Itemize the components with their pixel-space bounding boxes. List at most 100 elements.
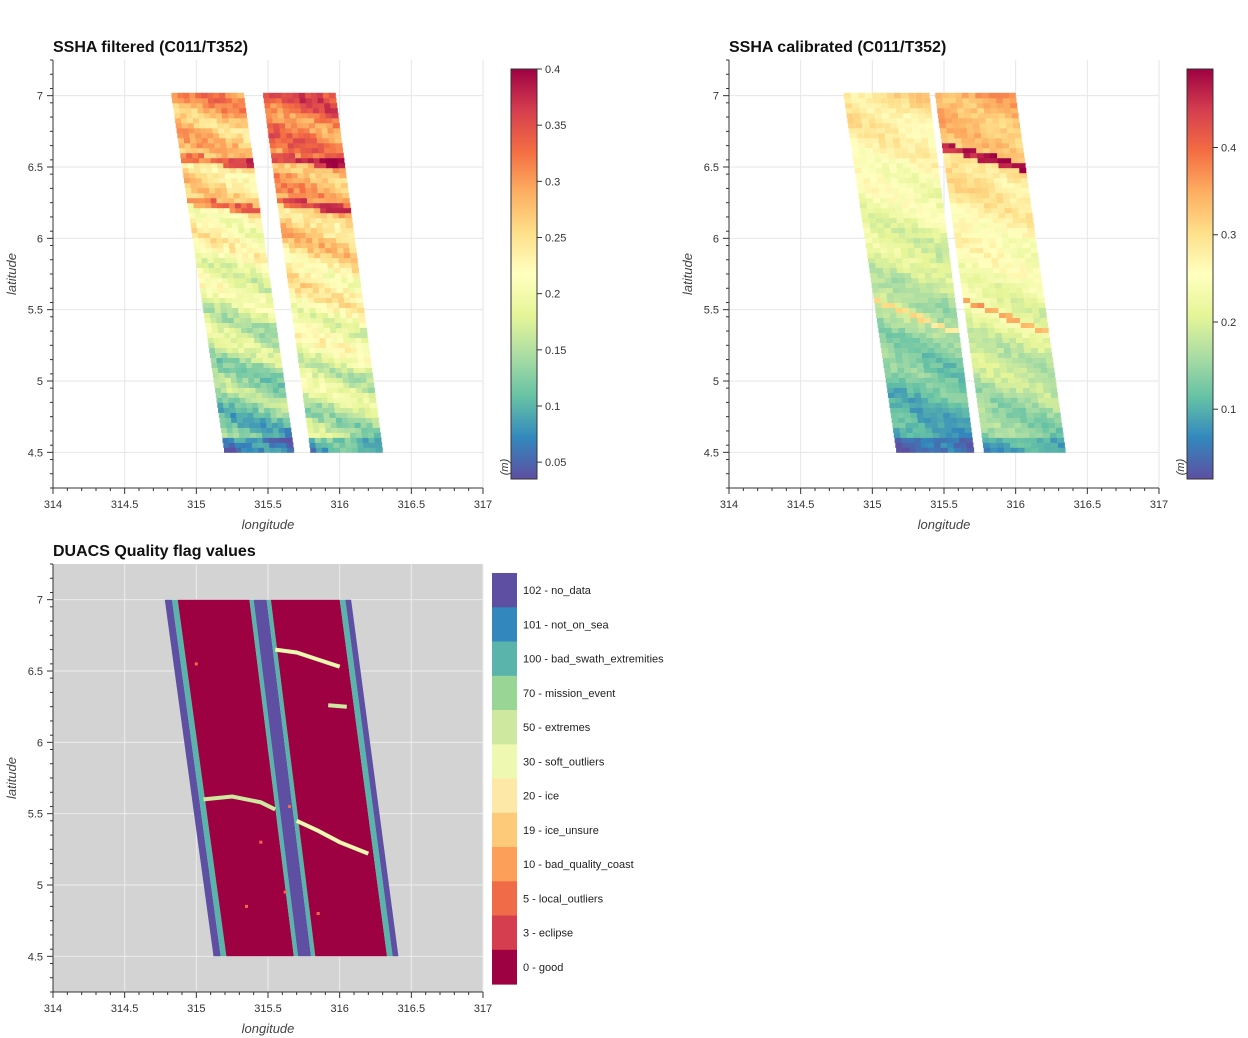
heatmap-cell xyxy=(1052,402,1060,408)
heatmap-cell xyxy=(903,107,910,114)
heatmap-cell xyxy=(954,137,962,144)
heatmap-cell xyxy=(944,322,952,328)
heatmap-cell xyxy=(860,112,868,119)
heatmap-cell xyxy=(321,442,329,448)
heatmap-cell xyxy=(968,142,976,149)
heatmap-cell xyxy=(949,147,957,154)
y-tick-label: 4.5 xyxy=(704,447,719,459)
heatmap-cell xyxy=(912,282,920,289)
heatmap-cell xyxy=(318,147,326,154)
heatmap-cell xyxy=(206,252,214,259)
heatmap-cell xyxy=(217,327,225,333)
heatmap-cell xyxy=(322,312,330,318)
heatmap-cell xyxy=(316,407,324,413)
heatmap-cell xyxy=(364,407,372,413)
heatmap-cell xyxy=(365,417,373,423)
heatmap-cell xyxy=(898,422,906,428)
heatmap-cell xyxy=(215,347,222,353)
heatmap-cell xyxy=(307,157,315,164)
heatmap-cell xyxy=(348,372,355,378)
heatmap-cell xyxy=(880,292,887,298)
heatmap-cell xyxy=(267,127,275,134)
heatmap-cell xyxy=(291,307,299,313)
heatmap-cell xyxy=(197,147,205,154)
heatmap-cell xyxy=(234,322,242,328)
heatmap-cell xyxy=(963,422,971,428)
heatmap-cell xyxy=(265,337,273,343)
heatmap-cell xyxy=(869,222,877,229)
heatmap-cell xyxy=(901,392,909,398)
heatmap-cell xyxy=(198,117,206,124)
heatmap-cell xyxy=(986,367,994,373)
heatmap-cell xyxy=(343,337,351,343)
heatmap-cell xyxy=(990,447,998,453)
heatmap-cell xyxy=(998,112,1006,119)
heatmap-cell xyxy=(207,257,215,264)
heatmap-cell xyxy=(188,207,196,214)
heatmap-cell xyxy=(965,217,973,224)
heatmap-cell xyxy=(970,152,978,159)
heatmap-cell xyxy=(861,167,869,174)
heatmap-cell xyxy=(190,137,197,144)
heatmap-cell xyxy=(263,442,271,448)
flag-outlier xyxy=(245,904,248,908)
heatmap-cell xyxy=(234,157,242,164)
heatmap-cell xyxy=(331,337,339,343)
heatmap-cell xyxy=(948,142,956,149)
heatmap-cell xyxy=(983,147,990,154)
heatmap-cell xyxy=(218,132,226,139)
heatmap-cell xyxy=(269,447,277,453)
heatmap-cell xyxy=(904,367,912,373)
heatmap-cell xyxy=(337,292,345,298)
heatmap-cell xyxy=(240,322,248,328)
heatmap-cell xyxy=(182,127,190,134)
heatmap-cell xyxy=(937,317,945,323)
heatmap-cell xyxy=(995,192,1003,199)
heatmap-cell xyxy=(1011,257,1019,264)
heatmap-cell xyxy=(999,267,1007,274)
heatmap-cell xyxy=(921,442,929,448)
heatmap-cell xyxy=(963,252,971,259)
heatmap-cell xyxy=(214,342,222,348)
heatmap-cell xyxy=(266,297,273,303)
heatmap-cell xyxy=(961,287,969,294)
heatmap-cell xyxy=(943,367,951,373)
heatmap-cell xyxy=(182,167,190,174)
heatmap-cell xyxy=(896,212,903,219)
heatmap-cell xyxy=(935,407,943,413)
heatmap-cell xyxy=(990,247,998,254)
heatmap-cell xyxy=(279,217,287,224)
heatmap-cell xyxy=(228,322,236,328)
flag-outlier xyxy=(283,890,287,894)
heatmap-cell xyxy=(1020,317,1027,323)
heatmap-cell xyxy=(992,217,1000,224)
heatmap-cell xyxy=(236,332,243,338)
heatmap-cell xyxy=(229,367,237,373)
heatmap-cell xyxy=(206,207,214,214)
heatmap-cell xyxy=(949,412,957,418)
heatmap-cell xyxy=(332,437,340,443)
heatmap-cell xyxy=(866,247,874,254)
heatmap-cell xyxy=(1020,172,1027,179)
heatmap-cell xyxy=(983,397,991,403)
heatmap-cell xyxy=(347,367,355,373)
heatmap-cell xyxy=(285,262,293,269)
heatmap-cell xyxy=(1016,387,1024,393)
heatmap-cell xyxy=(913,432,921,438)
heatmap-cell xyxy=(976,397,984,403)
heatmap-cell xyxy=(220,142,228,149)
heatmap-cell xyxy=(337,202,345,209)
heatmap-cell xyxy=(282,102,290,109)
heatmap-cell xyxy=(234,442,242,448)
heatmap-cell xyxy=(946,337,954,343)
heatmap-cell xyxy=(223,247,231,254)
heatmap-cell xyxy=(281,232,289,239)
heatmap-cell xyxy=(896,312,904,318)
heatmap-cell xyxy=(860,207,868,214)
heatmap-cell xyxy=(924,367,931,373)
heatmap-cell xyxy=(912,332,920,338)
heatmap-cell xyxy=(302,302,310,308)
heatmap-cell xyxy=(880,342,888,348)
heatmap-cell xyxy=(962,97,970,104)
heatmap-cell xyxy=(201,92,209,99)
